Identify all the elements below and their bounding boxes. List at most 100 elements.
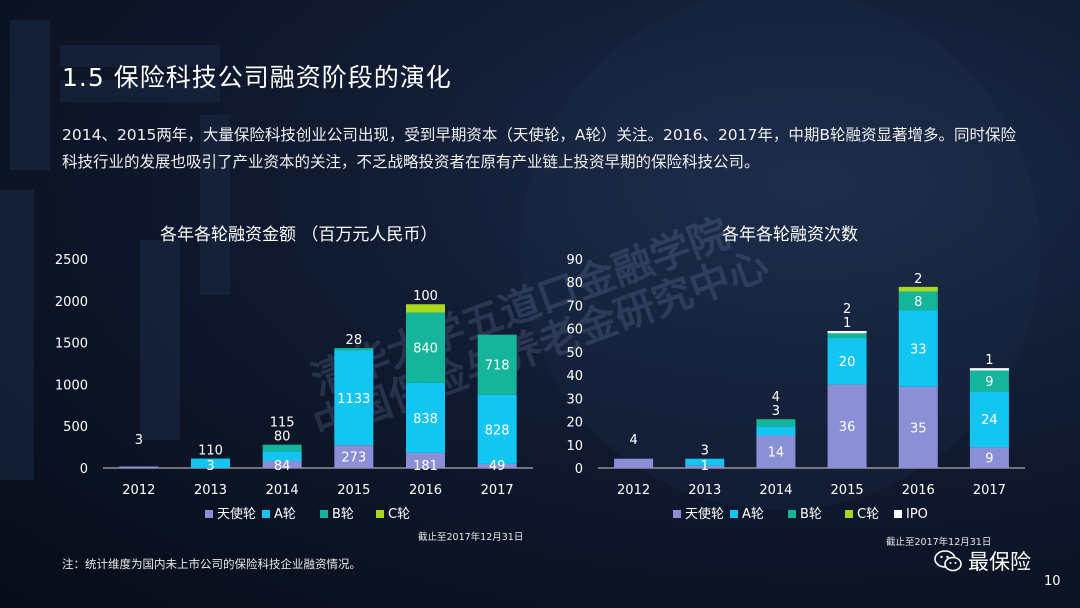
chart-count-title: 各年各轮融资次数 xyxy=(722,225,858,245)
x-tick-label: 2015 xyxy=(831,483,864,498)
bar-segment xyxy=(406,452,445,468)
bar-segment xyxy=(477,463,517,468)
bar-segment xyxy=(262,451,302,461)
x-tick-label: 2014 xyxy=(759,483,792,498)
data-label: 9 xyxy=(985,375,993,390)
bar-segment xyxy=(685,465,725,468)
bar-segment xyxy=(898,291,938,311)
x-tick-label: 2017 xyxy=(973,483,1006,498)
data-label: 115 xyxy=(270,416,295,431)
data-label: 20 xyxy=(839,355,856,370)
bar-segment xyxy=(898,310,938,387)
data-label: 3 xyxy=(135,433,143,448)
data-label: 718 xyxy=(485,359,510,374)
legend-swatch xyxy=(730,510,738,518)
bar-segment xyxy=(334,445,374,468)
data-label: 1 xyxy=(985,353,993,368)
legend-swatch xyxy=(894,510,902,518)
chart-amount-title: 各年各轮融资金额 （百万元人民币） xyxy=(160,225,438,245)
bar-segment xyxy=(827,384,867,468)
data-label: 80 xyxy=(274,430,291,445)
chart-amount: 0 500 1000 1500 2000 2500 2012 2013 2014 2015 2016… xyxy=(55,253,533,522)
legend-label: B轮 xyxy=(800,507,822,522)
wechat-icon xyxy=(934,550,962,572)
y-tick-label: 500 xyxy=(63,420,88,435)
bar-segment xyxy=(191,458,230,468)
y-tick-label: 0 xyxy=(575,462,583,477)
legend-label: A轮 xyxy=(274,507,296,522)
y-tick-label: 30 xyxy=(566,392,583,407)
data-label: 24 xyxy=(981,413,998,428)
chart-count-cutoff: 截止至2017年12月31日 xyxy=(886,537,992,548)
x-tick-label: 2013 xyxy=(194,483,227,498)
page-description: 2014、2015两年，大量保险科技创业公司出现，受到早期资本（天使轮，A轮）关… xyxy=(62,126,1017,171)
legend-label: 天使轮 xyxy=(217,506,256,522)
data-label: 3 xyxy=(772,404,780,419)
bar-segment xyxy=(756,426,796,436)
data-label: 1133 xyxy=(337,392,370,407)
data-label: 2 xyxy=(843,302,851,317)
data-label: 3 xyxy=(701,444,709,459)
bar-segment xyxy=(406,382,445,453)
bar-segment xyxy=(969,391,1009,448)
legend-swatch xyxy=(788,510,796,518)
x-tick-label: 2013 xyxy=(688,483,721,498)
data-label: 4 xyxy=(772,390,780,405)
legend-label: 天使轮 xyxy=(685,506,724,522)
data-label: 838 xyxy=(413,412,438,427)
bar-segment xyxy=(827,333,867,338)
data-label: 3 xyxy=(206,459,214,474)
bar-segment xyxy=(969,370,1009,392)
legend-swatch xyxy=(262,510,270,518)
legend-label: A轮 xyxy=(742,507,764,522)
data-label: 273 xyxy=(341,451,366,466)
data-label: 110 xyxy=(198,444,223,459)
y-tick-label: 1500 xyxy=(55,337,88,352)
brand-name: 最保险 xyxy=(968,550,1031,574)
y-tick-label: 80 xyxy=(566,276,583,291)
legend-label: C轮 xyxy=(388,507,410,522)
data-label: 100 xyxy=(413,289,438,304)
data-label: 181 xyxy=(413,459,438,474)
legend-swatch xyxy=(376,510,384,518)
y-tick-label: 20 xyxy=(566,416,583,431)
data-label: 1 xyxy=(843,316,851,331)
brand: 最保险 xyxy=(934,546,1031,576)
data-label: 9 xyxy=(985,452,993,467)
data-label: 8 xyxy=(914,295,922,310)
y-tick-label: 1000 xyxy=(55,378,88,393)
data-label: 840 xyxy=(413,342,438,357)
page-title: 1.5 保险科技公司融资阶段的演化 xyxy=(62,63,452,92)
bar-segment xyxy=(477,394,517,464)
bar-segment xyxy=(969,368,1009,371)
x-tick-label: 2016 xyxy=(409,483,442,498)
bar-segment xyxy=(614,458,654,468)
bar-segment xyxy=(827,337,867,385)
y-tick-label: 40 xyxy=(566,369,583,384)
data-label: 35 xyxy=(910,421,927,436)
bar-segment xyxy=(477,334,517,395)
chart-amount-cutoff: 截止至2017年12月31日 xyxy=(418,532,524,543)
y-tick-label: 50 xyxy=(566,346,583,361)
y-tick-label: 2500 xyxy=(55,253,88,268)
bar-segment xyxy=(119,466,159,468)
y-tick-label: 90 xyxy=(566,253,583,268)
bar-segment xyxy=(334,350,374,446)
data-label: 49 xyxy=(489,459,506,474)
x-tick-label: 2012 xyxy=(617,483,650,498)
y-tick-label: 70 xyxy=(566,299,583,314)
y-tick-label: 0 xyxy=(80,462,88,477)
x-tick-label: 2014 xyxy=(266,483,299,498)
legend-swatch xyxy=(845,510,853,518)
legend-swatch xyxy=(320,510,328,518)
x-tick-label: 2015 xyxy=(337,483,370,498)
y-tick-label: 2000 xyxy=(55,295,88,310)
data-label: 14 xyxy=(768,446,785,461)
bar-segment xyxy=(756,435,796,468)
bar-segment xyxy=(756,419,796,427)
x-tick-label: 2012 xyxy=(122,483,155,498)
data-label: 28 xyxy=(346,333,363,348)
watermark: 清华大学五道口金融学院 中国保险与养老金研究中心 xyxy=(306,211,775,450)
data-label: 1 xyxy=(701,459,709,474)
